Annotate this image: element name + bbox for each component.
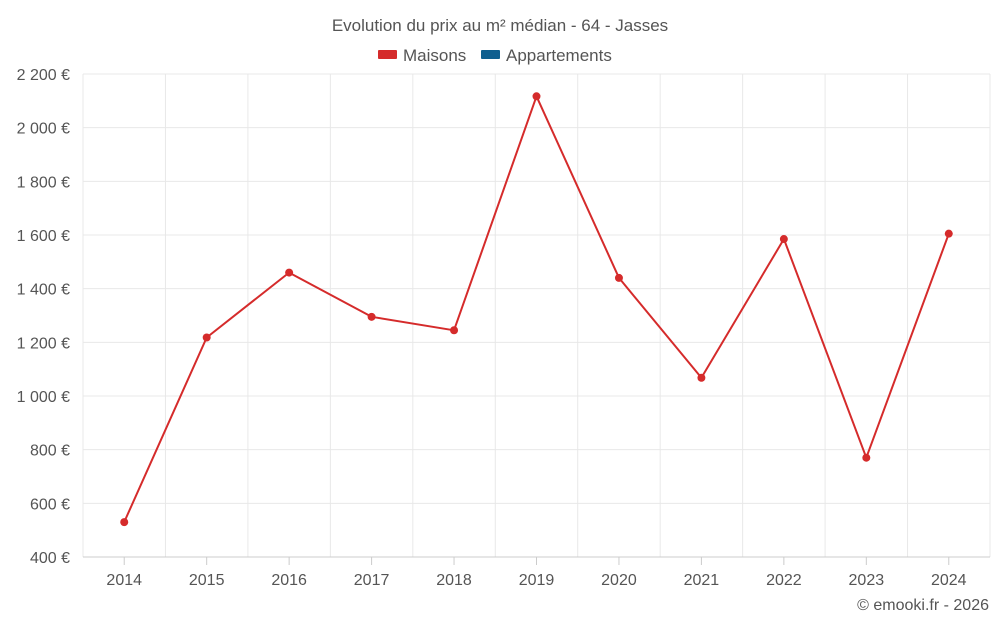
- y-tick-label: 2 200 €: [17, 67, 70, 84]
- series-maisons: [120, 92, 953, 527]
- legend[interactable]: Maisons Appartements: [378, 46, 612, 65]
- data-point-maisons[interactable]: [285, 268, 294, 277]
- x-tick-label: 2023: [849, 572, 885, 589]
- y-tick-label: 2 000 €: [17, 121, 70, 138]
- x-tick-label: 2019: [519, 572, 555, 589]
- grid: [82, 73, 991, 558]
- x-tick-label: 2017: [354, 572, 390, 589]
- x-tick-label: 2018: [436, 572, 472, 589]
- legend-item-appartements[interactable]: Appartements: [481, 46, 612, 65]
- credit-text: © emooki.fr - 2026: [857, 597, 989, 614]
- data-point-maisons[interactable]: [697, 373, 706, 382]
- data-point-maisons[interactable]: [944, 229, 953, 238]
- legend-item-maisons[interactable]: Maisons: [378, 46, 466, 65]
- y-tick-label: 400 €: [30, 550, 70, 567]
- x-tick-label: 2024: [931, 572, 967, 589]
- y-tick-label: 800 €: [30, 443, 70, 460]
- data-point-maisons[interactable]: [862, 453, 871, 462]
- y-tick-label: 1 200 €: [17, 335, 70, 352]
- x-tick-label: 2016: [271, 572, 307, 589]
- legend-swatch-appartements: [481, 50, 500, 59]
- y-tick-label: 1 800 €: [17, 174, 70, 191]
- x-tick-label: 2014: [106, 572, 142, 589]
- data-point-maisons[interactable]: [450, 326, 459, 335]
- legend-label-maisons: Maisons: [403, 46, 466, 65]
- legend-label-appartements: Appartements: [506, 46, 612, 65]
- data-point-maisons[interactable]: [779, 235, 788, 244]
- data-point-maisons[interactable]: [202, 333, 211, 342]
- x-tick-label: 2015: [189, 572, 225, 589]
- x-axis-ticks: 2014 2015 2016 2017 2018 2019 2020 2021 2022 2023…: [106, 557, 967, 589]
- legend-swatch-maisons: [378, 50, 397, 59]
- chart-title: Evolution du prix au m² médian - 64 - Ja…: [332, 16, 668, 35]
- data-point-maisons[interactable]: [614, 273, 623, 282]
- y-tick-label: 1 400 €: [17, 282, 70, 299]
- y-tick-label: 600 €: [30, 496, 70, 513]
- data-point-maisons[interactable]: [532, 92, 541, 101]
- data-point-maisons[interactable]: [367, 312, 376, 321]
- x-tick-label: 2022: [766, 572, 802, 589]
- x-tick-label: 2021: [684, 572, 720, 589]
- y-tick-label: 1 600 €: [17, 228, 70, 245]
- x-tick-label: 2020: [601, 572, 637, 589]
- data-point-maisons[interactable]: [120, 518, 129, 527]
- y-tick-label: 1 000 €: [17, 389, 70, 406]
- y-axis-ticks: 400 € 600 € 800 € 1 000 € 1 200 € 1 400 € 1 60…: [17, 67, 70, 567]
